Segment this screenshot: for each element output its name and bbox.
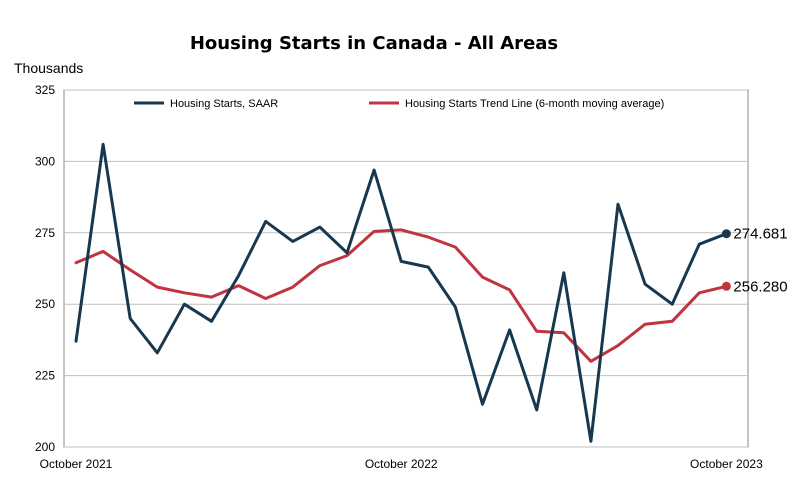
y-tick-label: 200 xyxy=(35,440,55,454)
x-tick-label: October 2021 xyxy=(40,457,113,471)
legend: Housing Starts, SAAR Housing Starts Tren… xyxy=(134,98,664,110)
end-value-label-trend: 256.280 xyxy=(733,278,787,295)
series-line-trend xyxy=(74,228,728,363)
end-marker-housing-starts xyxy=(721,229,731,239)
y-axis-ticks: 200 225 250 275 300 325 xyxy=(35,83,55,454)
legend-label-trend-line: Housing Starts Trend Line (6-month movin… xyxy=(405,98,664,110)
x-axis-ticks: October 2021 October 2022 October 2023 xyxy=(40,457,763,471)
x-tick-label: October 2023 xyxy=(690,457,763,471)
plot-area xyxy=(63,89,749,448)
y-axis-label: Thousands xyxy=(14,60,83,76)
x-tick-label: October 2022 xyxy=(365,457,438,471)
y-tick-label: 300 xyxy=(35,154,55,168)
series-line-housing-starts xyxy=(74,142,728,443)
legend-label-housing-starts: Housing Starts, SAAR xyxy=(170,98,278,110)
end-value-label-housing-starts: 274.681 xyxy=(733,226,787,243)
y-tick-label: 275 xyxy=(35,226,55,240)
end-marker-trend xyxy=(721,281,731,291)
y-tick-label: 250 xyxy=(35,297,55,311)
y-tick-label: 225 xyxy=(35,369,55,383)
chart-title: Housing Starts in Canada - All Areas xyxy=(190,33,558,54)
gridlines xyxy=(64,89,748,448)
y-tick-label: 325 xyxy=(35,83,55,97)
series-lines: 256.280 274.681 xyxy=(74,142,788,443)
